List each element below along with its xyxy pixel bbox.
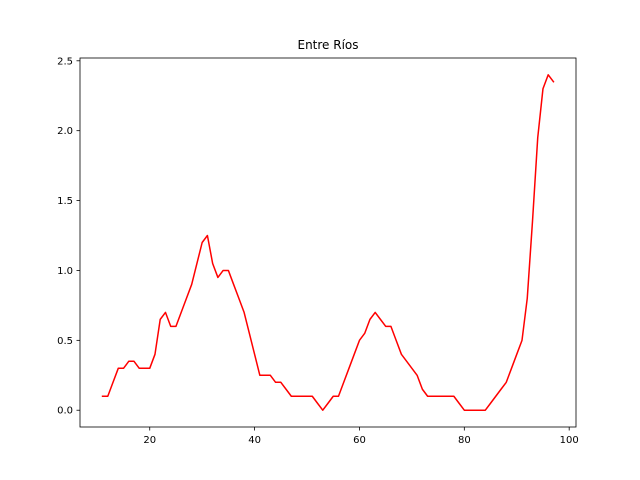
y-tick-label: 0.5: [57, 336, 73, 347]
x-tick-label: 60: [353, 435, 366, 446]
y-tick-label: 1.0: [57, 266, 73, 277]
x-tick-label: 20: [143, 435, 156, 446]
y-tick-label: 2.0: [57, 126, 73, 137]
x-tick-label: 40: [248, 435, 261, 446]
series-line: [101, 74, 555, 411]
y-tick-label: 0.0: [57, 406, 73, 417]
axes-frame: [79, 57, 577, 428]
x-tick-label: 80: [458, 435, 471, 446]
y-tick-label: 2.5: [57, 56, 73, 67]
y-tick-label: 1.5: [57, 196, 73, 207]
x-tick-label: 100: [560, 435, 579, 446]
chart-title: Entre Ríos: [297, 38, 358, 52]
plot-area: 20 40 60 80 100 0.0 0.5 1.0 1.5 2.0 2.5: [57, 56, 579, 446]
